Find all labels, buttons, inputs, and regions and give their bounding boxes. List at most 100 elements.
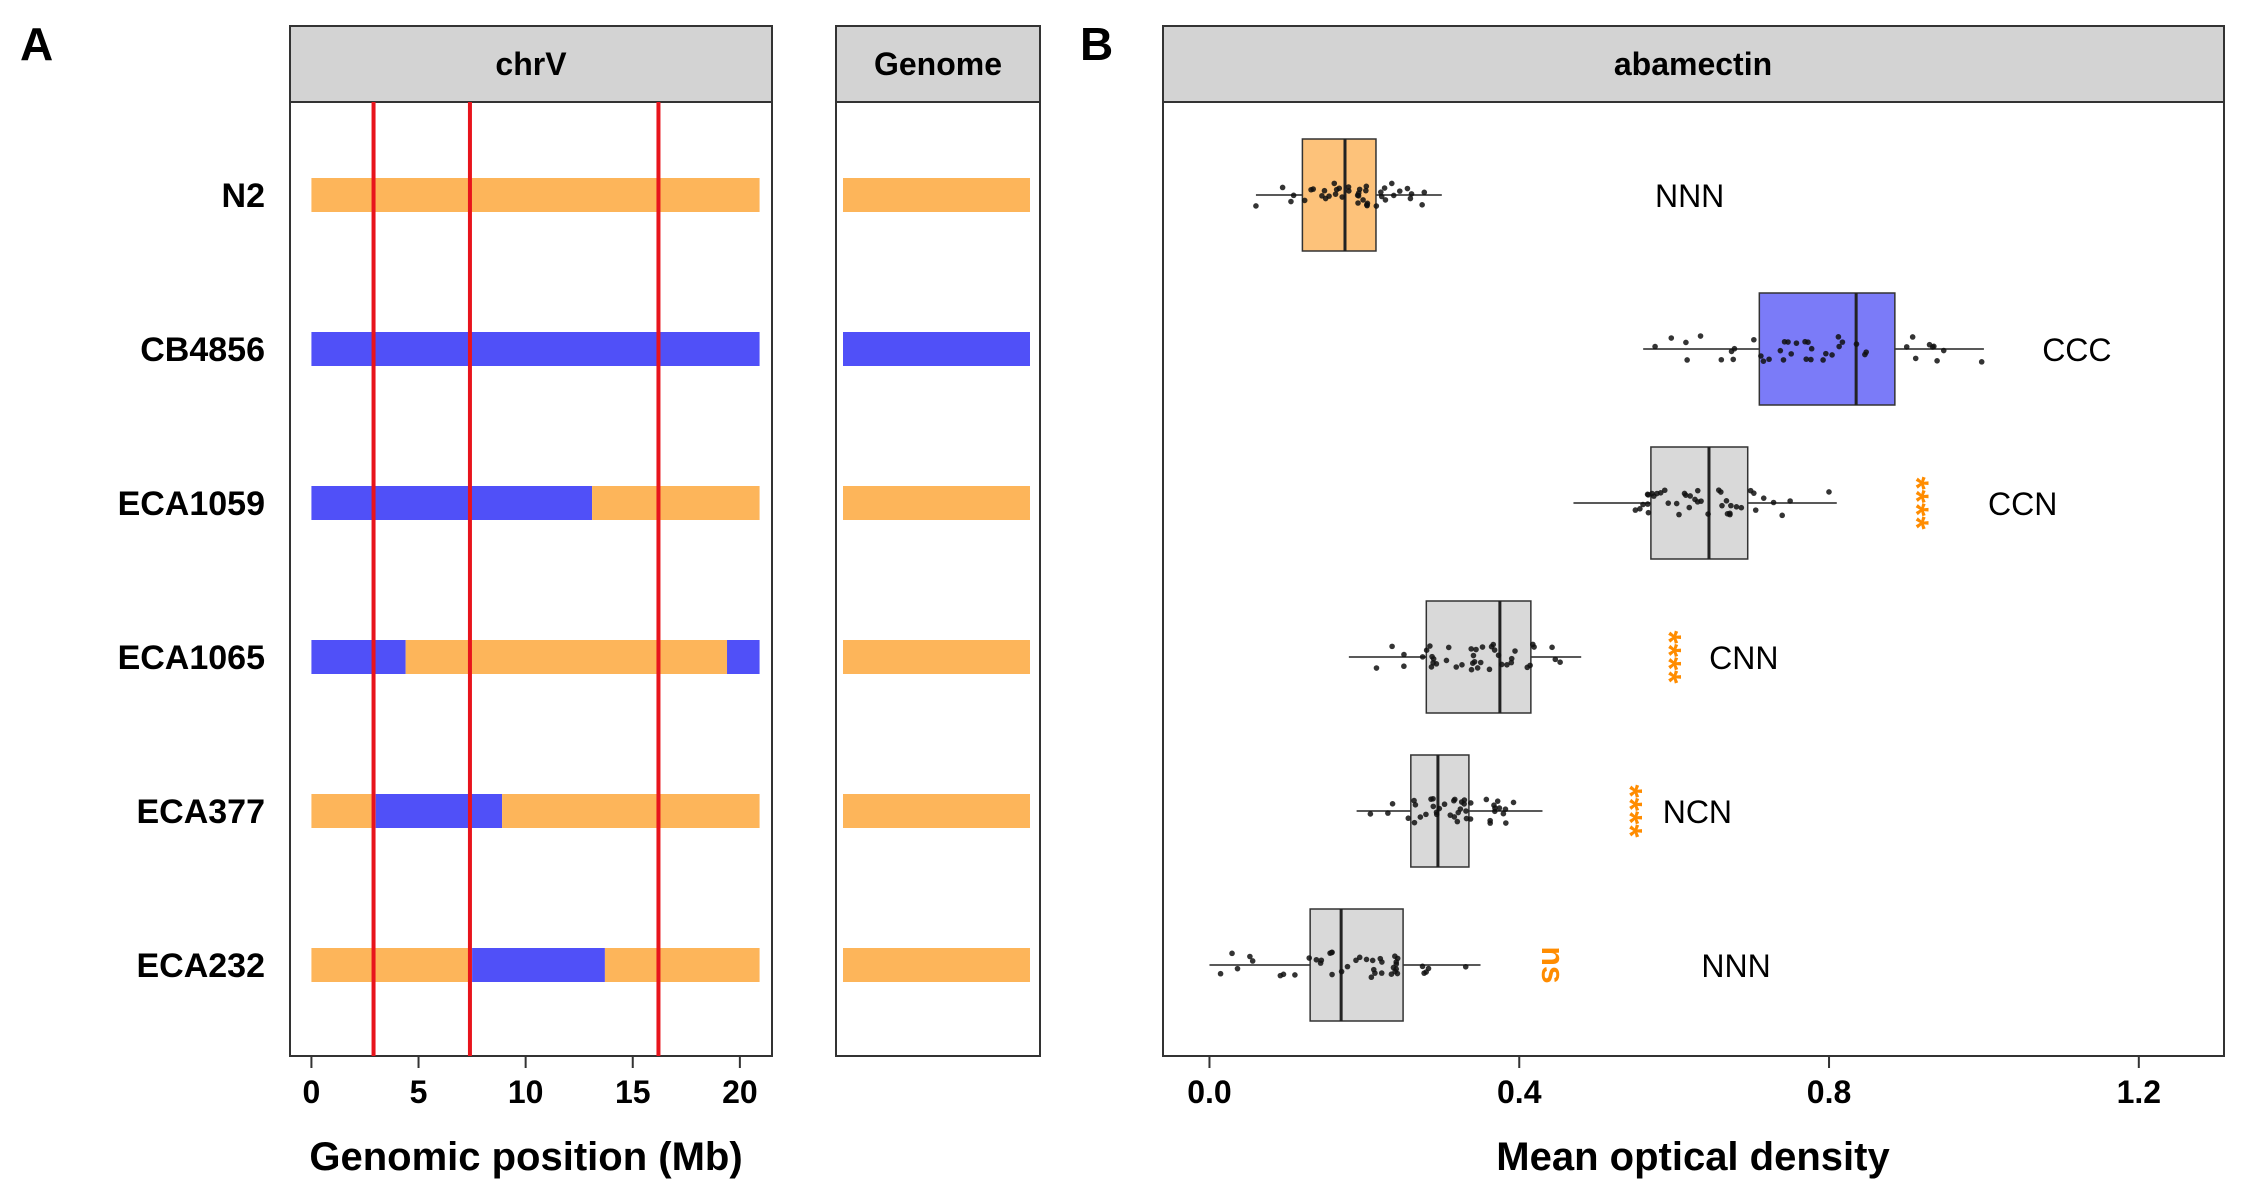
- data-point: [1787, 498, 1793, 504]
- genotype-segment: [604, 948, 760, 982]
- x-axis-label-a: Genomic position (Mb): [309, 1135, 742, 1179]
- data-point: [1445, 644, 1452, 651]
- data-point: [1455, 809, 1462, 816]
- data-point: [1487, 820, 1493, 826]
- data-point: [1378, 189, 1384, 195]
- data-point: [1467, 816, 1474, 822]
- data-point: [1705, 511, 1711, 517]
- data-point: [1441, 801, 1448, 808]
- genotype-segment: [311, 332, 760, 366]
- data-point: [1389, 180, 1395, 187]
- data-point: [1496, 805, 1503, 811]
- data-point: [1839, 339, 1846, 345]
- data-point: [1292, 972, 1298, 978]
- x-tick-label: 0: [303, 1074, 321, 1110]
- data-point: [1390, 192, 1397, 199]
- data-point: [1500, 810, 1507, 817]
- data-point: [1428, 664, 1435, 670]
- x-tick-label: 0.4: [1497, 1074, 1542, 1110]
- data-point: [1363, 956, 1370, 963]
- data-point: [1346, 188, 1352, 194]
- data-point: [1728, 502, 1734, 509]
- data-point: [1781, 338, 1788, 345]
- genotype-segment: [311, 948, 473, 982]
- data-point: [1408, 191, 1415, 197]
- data-point: [1436, 805, 1443, 812]
- box-iqr: [1425, 600, 1532, 714]
- data-point: [1504, 662, 1510, 668]
- significance-label: ns: [1535, 946, 1571, 983]
- genome-bar: [843, 332, 1030, 366]
- data-point: [1470, 652, 1477, 659]
- plot-frame-abamectin: [1162, 101, 2225, 1057]
- data-point: [1727, 511, 1733, 518]
- data-point: [1421, 189, 1428, 196]
- data-point: [1723, 498, 1730, 504]
- genotype-label: CCN: [1988, 486, 2057, 522]
- data-point: [1644, 491, 1651, 498]
- data-point: [1686, 504, 1693, 511]
- data-point: [1495, 652, 1502, 659]
- strain-label: ECA1059: [118, 485, 265, 523]
- data-point: [1378, 970, 1385, 976]
- data-point: [1676, 511, 1682, 518]
- data-point: [1322, 195, 1329, 202]
- x-tick-label: 5: [410, 1074, 428, 1110]
- data-point: [1673, 500, 1680, 507]
- data-point: [1401, 651, 1407, 658]
- data-point: [1288, 198, 1294, 205]
- data-point: [1731, 345, 1738, 352]
- data-point: [1473, 646, 1479, 653]
- data-point: [1668, 335, 1675, 341]
- data-point: [1733, 504, 1740, 510]
- data-point: [1247, 953, 1253, 960]
- genotype-segment: [311, 640, 406, 674]
- data-point: [1389, 643, 1395, 650]
- data-point: [1665, 500, 1672, 506]
- data-point: [1524, 664, 1531, 671]
- data-point: [1644, 501, 1651, 507]
- data-point: [1738, 504, 1745, 511]
- data-point: [1411, 819, 1418, 826]
- data-point: [1863, 349, 1869, 355]
- data-point: [1401, 663, 1407, 670]
- data-point: [1512, 648, 1518, 654]
- strain-label: ECA232: [136, 947, 265, 985]
- data-point: [1474, 665, 1481, 671]
- data-point: [1419, 963, 1426, 970]
- data-point: [1253, 203, 1259, 209]
- x-tick-label: 15: [615, 1074, 651, 1110]
- data-point: [1760, 358, 1767, 364]
- data-point: [1344, 963, 1351, 970]
- genotype-label: CNN: [1709, 640, 1778, 676]
- data-point: [1443, 657, 1450, 664]
- data-point: [1829, 352, 1835, 358]
- data-point: [1683, 339, 1689, 346]
- data-point: [1363, 187, 1369, 194]
- data-point: [1317, 960, 1324, 966]
- data-point: [1461, 797, 1468, 803]
- box-iqr: [1301, 138, 1377, 252]
- genome-bar: [843, 640, 1030, 674]
- data-point: [1373, 203, 1380, 209]
- data-point: [1978, 359, 1985, 365]
- plot-frame-genome: [835, 101, 1041, 1057]
- data-point: [1780, 357, 1787, 363]
- data-point: [1313, 956, 1320, 963]
- data-point: [1430, 803, 1437, 810]
- genotype-segment: [311, 178, 760, 212]
- data-point: [1463, 815, 1470, 822]
- panel-label-a: A: [20, 18, 53, 70]
- data-point: [1494, 798, 1501, 804]
- data-point: [1451, 797, 1457, 804]
- data-point: [1373, 665, 1380, 671]
- data-point: [1477, 659, 1484, 666]
- data-point: [1329, 971, 1335, 978]
- data-point: [1411, 797, 1417, 804]
- genome-bar: [843, 178, 1030, 212]
- data-point: [1836, 343, 1842, 350]
- data-point: [1249, 958, 1256, 964]
- data-point: [1369, 957, 1376, 964]
- data-point: [1503, 820, 1509, 826]
